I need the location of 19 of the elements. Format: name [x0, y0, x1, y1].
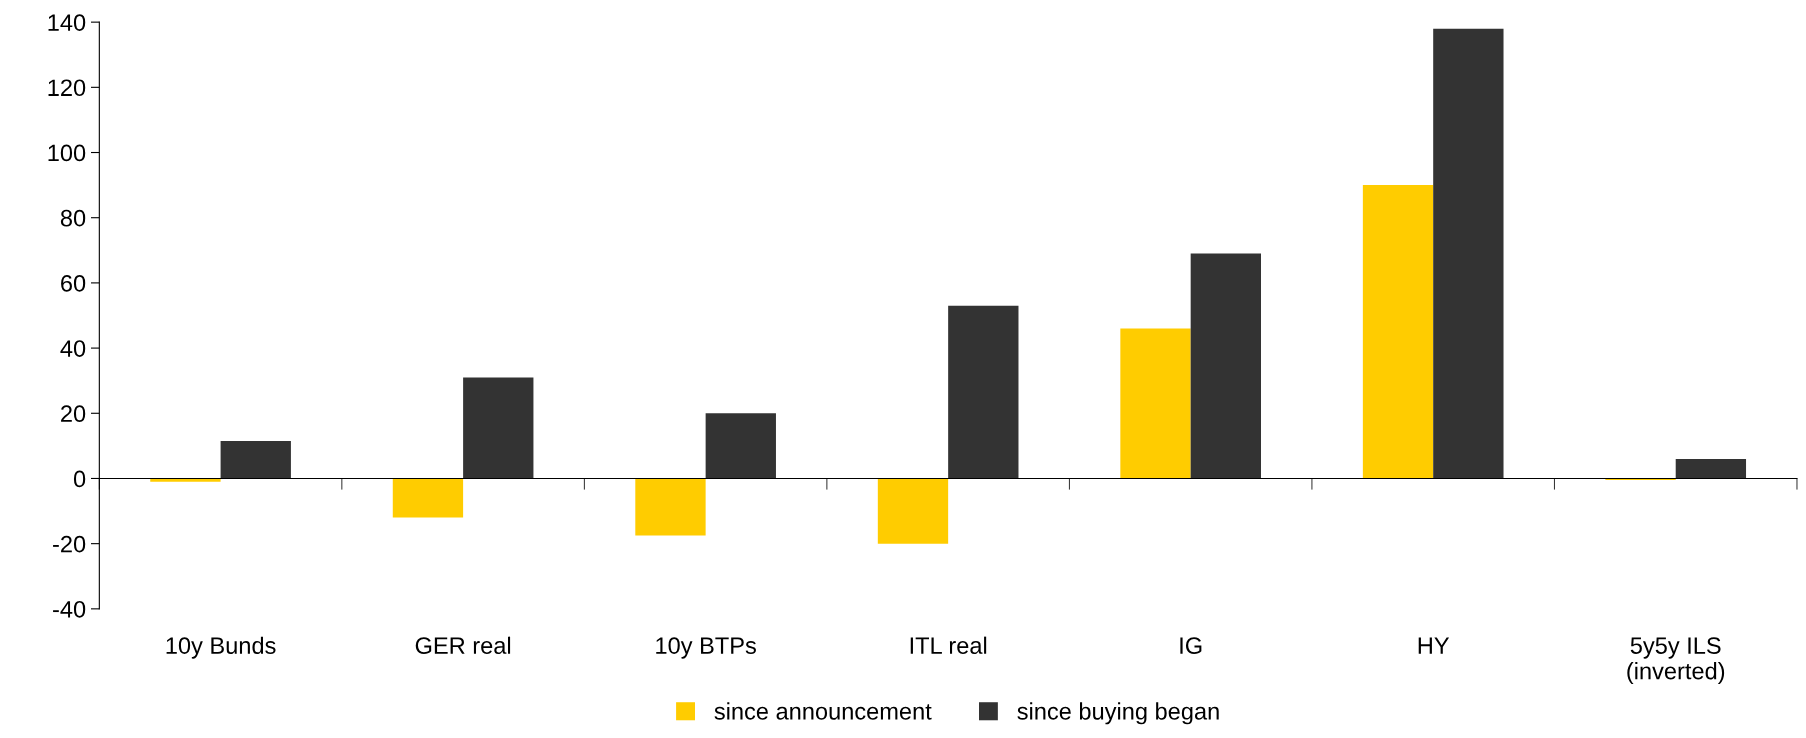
y-tick-label: -40 [53, 600, 86, 618]
x-tick-label: GER real [415, 636, 511, 654]
legend-label: since announcement [714, 702, 932, 720]
y-tick-label: 100 [48, 144, 86, 162]
x-tick-label: HY [1418, 637, 1450, 654]
y-tick-label: 140 [48, 14, 86, 31]
y-tick-label: 20 [61, 405, 86, 423]
x-tick-label: ITL real [910, 636, 987, 654]
x-tick-label: IG [1180, 637, 1202, 654]
x-tick-label: 10y BTPs [656, 637, 756, 659]
y-tick-label: 120 [48, 79, 86, 97]
y-tick-label: 40 [60, 340, 86, 357]
y-tick-label: -20 [53, 535, 86, 553]
x-tick-label: 10y Bunds [166, 636, 276, 659]
y-tick-label: 0 [73, 470, 86, 488]
y-tick-label: 80 [60, 209, 86, 227]
legend-label: since buying began [1017, 702, 1219, 725]
x-tick-label: 5y5y ILS (inverted) [1627, 637, 1725, 685]
y-tick-label: 60 [61, 274, 86, 292]
